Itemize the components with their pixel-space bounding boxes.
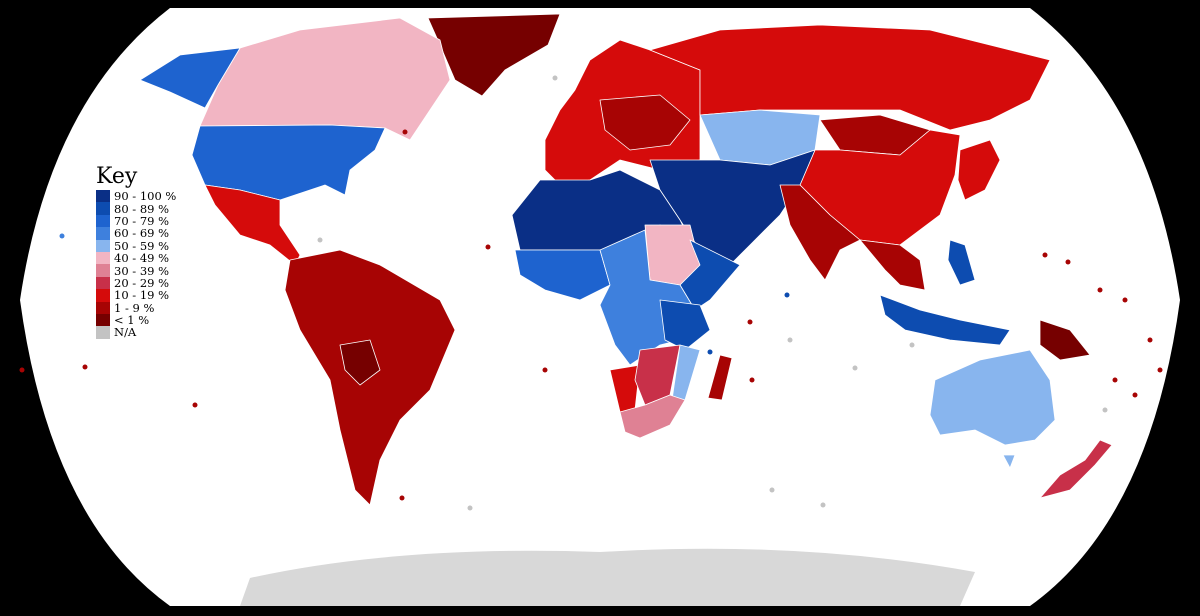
region-australia: [929, 349, 1056, 446]
legend-swatch: [96, 190, 110, 203]
legend-item: N/A: [96, 325, 176, 340]
legend-label: 50 - 59 %: [114, 238, 170, 253]
legend-item: 80 - 89 %: [96, 201, 176, 216]
legend-label: 60 - 69 %: [114, 226, 170, 241]
legend-item: 90 - 100 %: [96, 189, 177, 204]
region-canada: [199, 17, 451, 141]
legend-item: 1 - 9 %: [96, 300, 176, 315]
legend-swatch: [96, 313, 110, 327]
region-new-zealand: [1039, 439, 1113, 499]
region-tasmania: [1002, 454, 1016, 469]
legend-swatch: [96, 227, 110, 240]
legend-label: 10 - 19 %: [114, 288, 170, 303]
legend: Key 90 - 100 % 80 - 89 % 70 - 79 % 60 - 69 …: [96, 166, 176, 339]
region-east-africa: [659, 299, 711, 351]
region-southeast-asia: [859, 239, 926, 291]
legend-label: 1 - 9 %: [114, 300, 155, 315]
legend-item: 70 - 79 %: [96, 213, 176, 228]
legend-label: 40 - 49 %: [114, 251, 170, 266]
region-japan-korea: [957, 139, 1001, 201]
legend-label: 30 - 39 %: [114, 263, 170, 278]
region-alaska: [139, 47, 241, 109]
legend-item: 20 - 29 %: [96, 275, 176, 290]
legend-swatch: [96, 301, 110, 314]
region-usa: [191, 124, 386, 201]
legend-label: 90 - 100 %: [114, 189, 177, 204]
legend-swatch: [96, 326, 110, 339]
legend-item: < 1 %: [96, 313, 176, 328]
legend-label: 80 - 89 %: [114, 201, 170, 216]
legend-swatch: [96, 289, 110, 302]
region-eastern-europe: [599, 94, 691, 151]
region-philippines: [947, 239, 976, 286]
legend-item: 30 - 39 %: [96, 263, 176, 278]
region-south-africa: [619, 394, 686, 439]
legend-swatch: [96, 202, 110, 215]
small-islands: [19, 75, 1163, 511]
legend-item: 10 - 19 %: [96, 288, 176, 303]
region-india: [779, 184, 861, 281]
region-west-africa: [514, 249, 611, 301]
legend-label: < 1 %: [114, 313, 150, 328]
legend-item: 40 - 49 %: [96, 251, 176, 266]
legend-swatch: [96, 239, 110, 252]
legend-title: Key: [96, 164, 138, 189]
region-antarctica: [240, 548, 975, 606]
legend-item: 60 - 69 %: [96, 226, 176, 241]
region-papua: [1039, 319, 1091, 361]
region-bolivia: [339, 339, 381, 386]
legend-swatch: [96, 251, 110, 265]
legend-swatch: [96, 264, 110, 277]
legend-label: 20 - 29 %: [114, 275, 170, 290]
legend-label: N/A: [114, 325, 137, 340]
region-madagascar: [707, 354, 733, 401]
legend-item: 50 - 59 %: [96, 238, 176, 253]
legend-swatch: [96, 214, 110, 228]
legend-swatch: [96, 276, 110, 290]
region-indonesia: [879, 294, 1011, 346]
legend-label: 70 - 79 %: [114, 213, 170, 228]
